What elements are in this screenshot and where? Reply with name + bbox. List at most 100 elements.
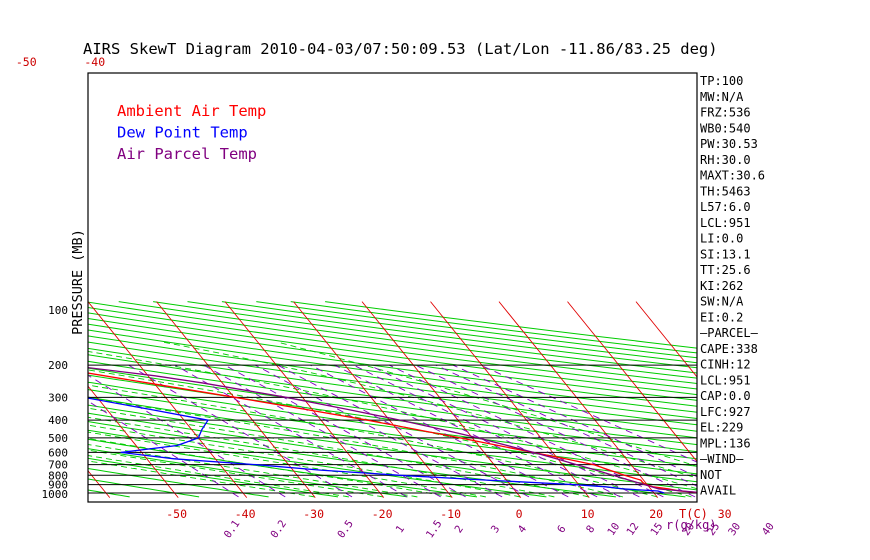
mixing-ratio-tick-label: 8	[584, 523, 597, 535]
dry-adiabat	[88, 312, 697, 396]
dry-adiabat	[88, 381, 697, 467]
parameter-text: PW:30.53	[700, 137, 758, 151]
mixing-ratio-line	[224, 364, 466, 498]
bottom-temperature-tick-label: 20	[649, 507, 663, 521]
mixing-ratio-line	[255, 364, 503, 498]
air-parcel-temp-profile	[88, 366, 697, 493]
bottom-temperature-tick-label: 30	[718, 507, 732, 521]
sounding-profiles	[88, 366, 697, 494]
pressure-tick-label: 300	[48, 391, 68, 404]
parameter-text: MPL:136	[700, 436, 751, 450]
bottom-axis-unit: T(C)	[679, 507, 708, 521]
dry-adiabat	[88, 396, 697, 483]
dry-adiabat	[88, 438, 478, 498]
parameter-text: FRZ:536	[700, 106, 751, 120]
isotherm	[635, 301, 697, 378]
plot-frame	[87, 72, 698, 503]
mixing-ratio-tick-label: 0.2	[268, 518, 289, 540]
dry-adiabat	[88, 467, 269, 498]
dry-adiabat	[88, 478, 200, 498]
dry-adiabat	[88, 341, 697, 426]
dry-adiabat	[88, 412, 686, 498]
pressure-tick-label: 900	[48, 479, 68, 492]
dry-adiabat	[88, 421, 616, 498]
parameter-text: CAPE:338	[700, 342, 758, 356]
mixing-ratio-tick-label: 20	[680, 521, 697, 538]
parameter-text: TH:5463	[700, 184, 751, 198]
bottom-temperature-tick-label: -30	[303, 507, 324, 521]
mixing-ratio-tick-label: 40	[760, 521, 777, 538]
mixing-ratio-tick-label: 30	[726, 521, 743, 538]
pressure-tick-label: 100	[48, 304, 68, 317]
dry-adiabat	[88, 367, 697, 453]
bottom-temperature-tick-label: 10	[581, 507, 595, 521]
y-axis-label: PRESSURE (MB)	[70, 229, 86, 335]
pressure-tick-label: 800	[48, 469, 68, 482]
bottom-temperature-tick-label: 0	[516, 507, 523, 521]
mixing-ratio-line	[174, 364, 408, 498]
parameter-text: LI:0.0	[700, 232, 743, 246]
top-temperature-tick-label: -40	[84, 55, 105, 69]
legend-item: Ambient Air Temp	[117, 102, 266, 120]
mixing-ratio-line	[480, 364, 697, 463]
top-temperature-axis: -120-110-100-90-80-70-60-50-40	[16, 55, 105, 69]
isotherm	[567, 301, 697, 463]
isotherm	[293, 301, 453, 498]
mixing-ratio-line	[128, 364, 353, 498]
dry-adiabat	[88, 335, 697, 419]
mixing-ratio-tick-label: 25	[705, 521, 722, 538]
legend-item: Air Parcel Temp	[117, 145, 257, 163]
pressure-tick-label: 600	[48, 446, 68, 459]
mixing-ratio-tick-label: 3	[489, 523, 502, 535]
dry-adiabat	[88, 347, 697, 432]
mixing-ratio-tick-label: 0.1	[222, 518, 243, 540]
parameter-text: AVAIL	[700, 484, 736, 498]
dry-adiabat	[88, 323, 697, 407]
pressure-tick-label: 400	[48, 414, 68, 427]
bottom-temperature-axis: -50 -40 -30 -20 -10 0 10 20 30	[166, 507, 731, 521]
parameter-text: —PARCEL—	[700, 326, 759, 340]
mixing-ratio-tick-label: 12	[624, 521, 641, 538]
parameter-text: LCL:951	[700, 216, 751, 230]
legend-item: Dew Point Temp	[117, 124, 248, 142]
pressure-tick-label: 200	[48, 359, 68, 372]
pressure-tick-label: 1000	[42, 488, 69, 501]
chart-title: AIRS SkewT Diagram 2010-04-03/07:50:09.5…	[83, 40, 718, 58]
mixing-ratio-tick-label: 1	[394, 523, 407, 535]
bottom-temperature-tick-label: -10	[440, 507, 461, 521]
dry-adiabat	[88, 306, 697, 390]
parameter-text: TT:25.6	[700, 263, 751, 277]
mixing-ratio-tick-label: 0.5	[335, 518, 356, 540]
dry-adiabat	[88, 354, 697, 439]
parameter-text: SI:13.1	[700, 247, 751, 261]
parameter-text: EL:229	[700, 421, 743, 435]
mixing-ratio-tick-label: 1.5	[424, 518, 445, 540]
parameter-text: KI:262	[700, 279, 743, 293]
dry-adiabat	[88, 389, 697, 475]
parameter-text: CINH:12	[700, 358, 751, 372]
mixing-ratio-tick-label: 2	[452, 523, 465, 535]
dry-adiabat	[88, 374, 697, 460]
dry-adiabat	[88, 448, 408, 498]
pressure-tick-label: 700	[48, 459, 68, 472]
parameter-text: SW:N/A	[700, 295, 744, 309]
mixing-ratio-line	[415, 364, 696, 498]
dry-adiabat	[325, 301, 697, 349]
parameter-text: TP:100	[700, 74, 743, 88]
bottom-temperature-tick-label: -50	[166, 507, 187, 521]
dry-adiabat	[88, 329, 697, 413]
isobar-lines	[88, 364, 697, 494]
bottom-temperature-tick-label: -40	[235, 507, 256, 521]
parameter-text: LCL:951	[700, 373, 751, 387]
mixing-ratio-line	[203, 364, 441, 498]
isotherm	[0, 302, 41, 498]
parameter-text: MW:N/A	[700, 90, 744, 104]
mixing-ratio-unit: r(g/kg)	[666, 518, 717, 532]
parameter-text: WB0:540	[700, 121, 751, 135]
dew-point-temp-profile	[88, 397, 665, 494]
legend: Ambient Air Temp Dew Point Temp Air Parcel…	[117, 102, 266, 163]
top-temperature-tick-label: -50	[16, 55, 37, 69]
